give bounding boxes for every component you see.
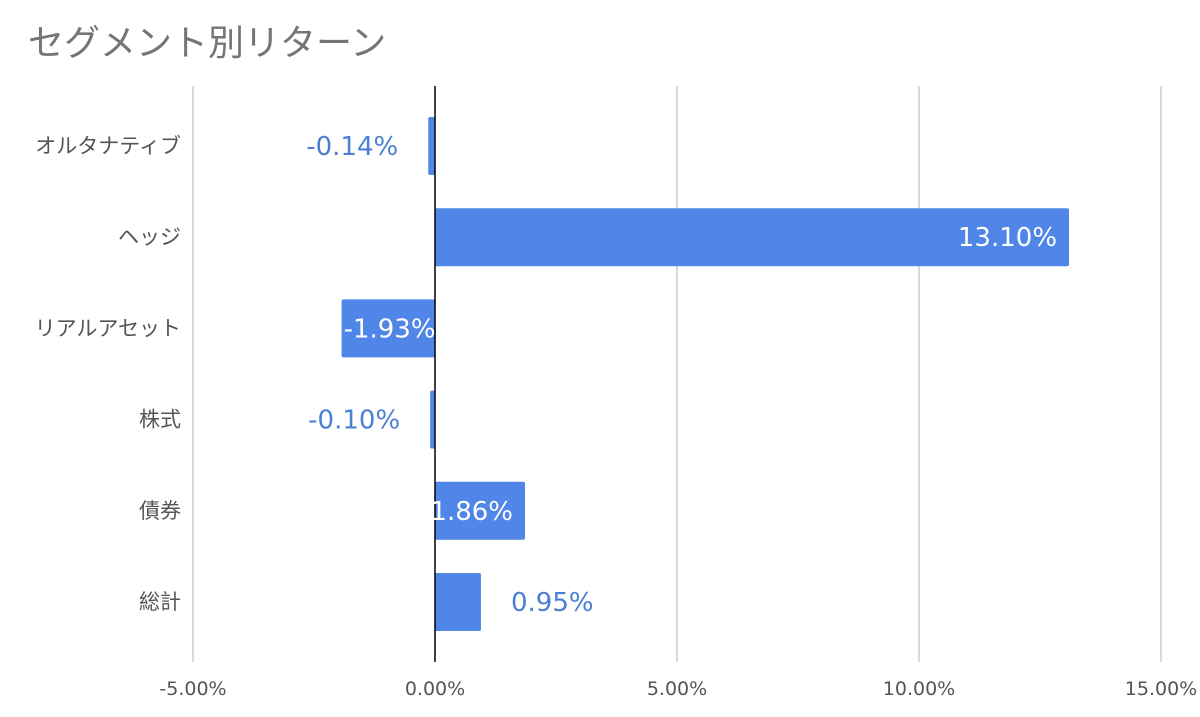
category-label: オルタナティブ <box>35 134 181 158</box>
bar <box>430 390 435 449</box>
data-label: 1.86% <box>430 497 513 527</box>
bar <box>435 481 526 540</box>
data-label: 13.10% <box>958 223 1057 253</box>
bars <box>341 117 1070 631</box>
bar <box>435 208 1070 267</box>
category-label: ヘッジ <box>118 225 181 249</box>
x-tick-label: 0.00% <box>405 678 465 700</box>
x-axis-tick-labels: -5.00% 0.00% 5.00% 10.00% 15.00% <box>159 678 1197 700</box>
x-tick-label: 15.00% <box>1125 678 1197 700</box>
data-label: -1.93% <box>344 314 436 344</box>
data-labels: -0.14% 13.10% -1.93% -0.10% 1.86% 0.95% <box>306 132 1057 618</box>
category-label: 総計 <box>139 590 181 614</box>
x-tick-label: 5.00% <box>647 678 707 700</box>
bar <box>428 117 435 175</box>
category-label: 株式 <box>139 408 181 432</box>
x-tick-label: -5.00% <box>159 678 226 700</box>
bar <box>341 299 435 358</box>
chart-title: セグメント別リターン <box>28 23 387 64</box>
data-label: -0.10% <box>308 406 400 436</box>
data-label: 0.95% <box>511 588 594 618</box>
gridlines <box>192 86 1162 662</box>
data-label: -0.14% <box>306 132 398 162</box>
bar <box>435 573 481 631</box>
category-label: 債券 <box>139 499 181 523</box>
x-tick-label: 10.00% <box>883 678 955 700</box>
category-label: リアルアセット <box>35 316 181 340</box>
